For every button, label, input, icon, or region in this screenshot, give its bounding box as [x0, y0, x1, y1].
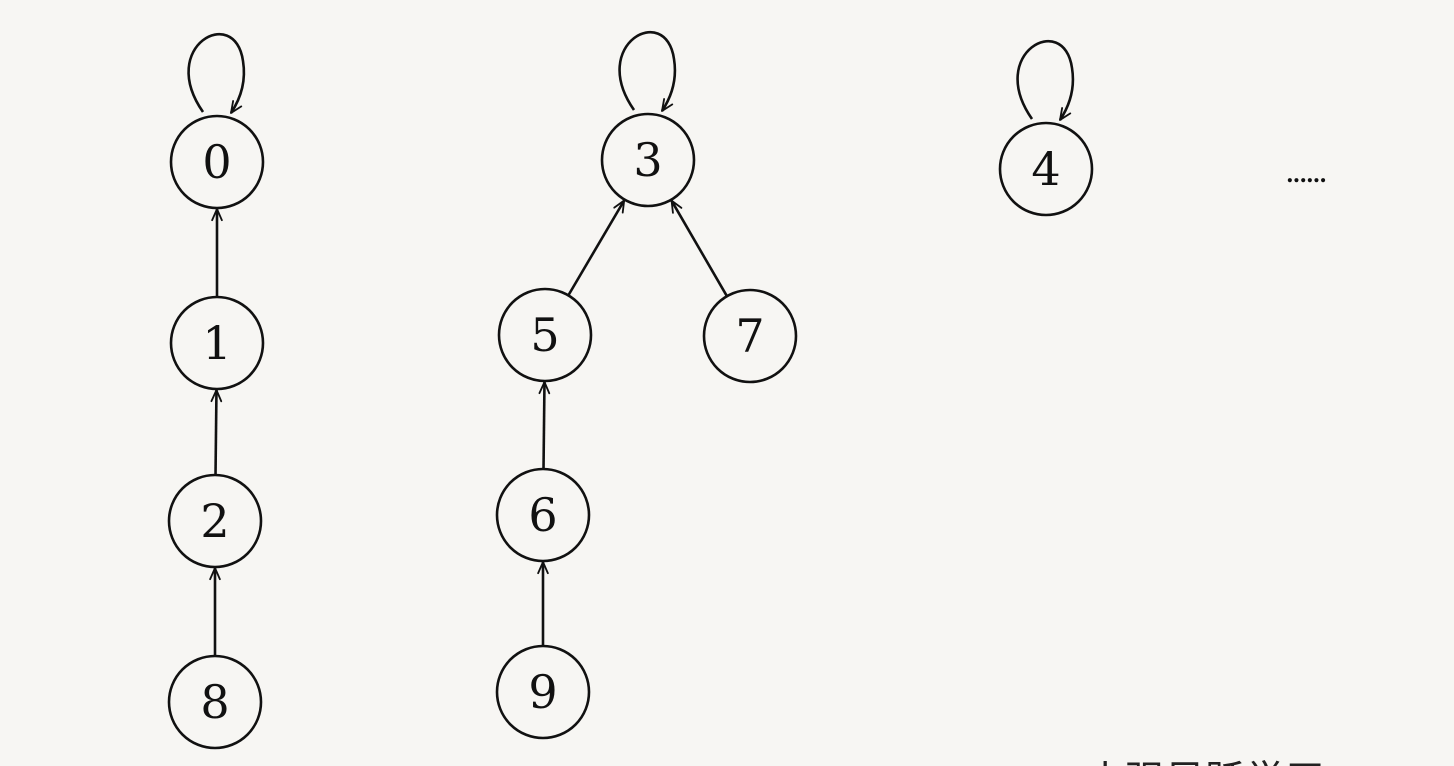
node-4: 4 — [998, 121, 1094, 217]
node-circle-1 — [169, 295, 265, 391]
self-loop-4 — [1016, 39, 1075, 121]
node-label-4: 4 — [1031, 142, 1060, 196]
edge-7-to-3 — [670, 199, 729, 297]
self-loops-layer — [187, 30, 1075, 121]
node-label-5: 5 — [530, 308, 559, 362]
node-6: 6 — [495, 467, 591, 563]
node-label-9: 9 — [528, 665, 557, 719]
node-circle-7 — [702, 288, 798, 384]
node-1: 1 — [169, 295, 265, 391]
self-loop-0 — [187, 32, 246, 114]
node-7: 7 — [702, 288, 798, 384]
node-label-1: 1 — [202, 316, 231, 370]
node-label-8: 8 — [200, 675, 229, 729]
node-circle-0 — [169, 114, 265, 210]
node-2: 2 — [167, 473, 263, 569]
nodes-layer: 0 1 2 8 3 5 7 6 9 4 — [167, 112, 1094, 750]
node-label-2: 2 — [200, 494, 229, 548]
node-circle-6 — [495, 467, 591, 563]
watermark: 小强吴跃学习 — [1085, 758, 1325, 766]
node-circle-2 — [167, 473, 263, 569]
node-5: 5 — [497, 287, 593, 383]
self-loop-3 — [618, 30, 677, 112]
node-9: 9 — [495, 644, 591, 740]
node-circle-5 — [497, 287, 593, 383]
edge-5-to-3 — [567, 199, 626, 297]
edges-layer — [209, 199, 729, 656]
node-label-6: 6 — [528, 488, 557, 542]
node-label-3: 3 — [633, 133, 662, 187]
node-circle-3 — [600, 112, 696, 208]
node-circle-9 — [495, 644, 591, 740]
node-8: 8 — [167, 654, 263, 750]
node-label-7: 7 — [735, 309, 764, 363]
node-0: 0 — [169, 114, 265, 210]
edge-6-to-5 — [538, 381, 551, 470]
edge-2-to-1 — [210, 389, 223, 476]
ellipsis-more-sets: ...... — [1286, 162, 1326, 188]
node-circle-4 — [998, 121, 1094, 217]
node-circle-8 — [167, 654, 263, 750]
node-label-0: 0 — [202, 135, 231, 189]
node-3: 3 — [600, 112, 696, 208]
